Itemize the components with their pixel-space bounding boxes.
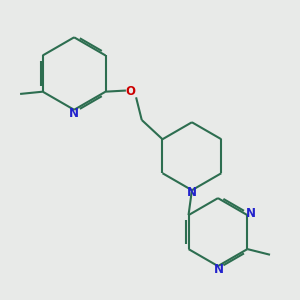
Text: N: N	[187, 186, 197, 199]
Text: N: N	[246, 208, 256, 220]
Text: N: N	[214, 263, 224, 276]
Text: N: N	[69, 107, 79, 120]
Text: O: O	[125, 85, 135, 98]
